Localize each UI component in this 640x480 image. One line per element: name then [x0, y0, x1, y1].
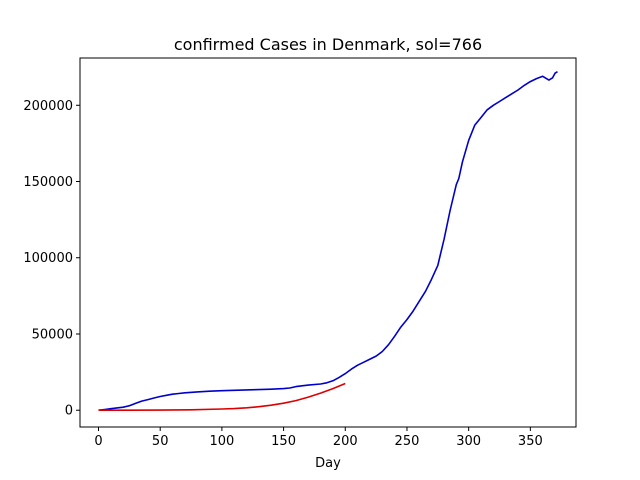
x-axis: 0 50 100 150 200 250 300 350 — [94, 427, 543, 449]
plot-frame — [79, 57, 577, 428]
x-tick-label: 250 — [395, 434, 420, 449]
x-tick-label: 100 — [209, 434, 234, 449]
x-axis-label: Day — [315, 456, 341, 471]
x-tick-label: 150 — [271, 434, 296, 449]
y-axis: 0 50000 100000 150000 200000 — [23, 99, 80, 419]
x-tick-label: 0 — [94, 434, 102, 449]
y-tick-label: 0 — [65, 404, 73, 419]
y-tick-label: 100000 — [23, 251, 73, 266]
plot-area — [98, 71, 558, 412]
series-line-2 — [98, 382, 346, 412]
y-tick-label: 150000 — [23, 175, 73, 190]
x-tick-label: 300 — [456, 434, 481, 449]
x-tick-label: 50 — [152, 434, 169, 449]
y-tick-label: 200000 — [23, 99, 73, 114]
chart-title: confirmed Cases in Denmark, sol=766 — [174, 35, 482, 54]
x-tick-label: 200 — [333, 434, 358, 449]
series-line-1 — [98, 71, 558, 411]
y-tick-label: 50000 — [32, 327, 73, 342]
x-tick-label: 350 — [518, 434, 543, 449]
